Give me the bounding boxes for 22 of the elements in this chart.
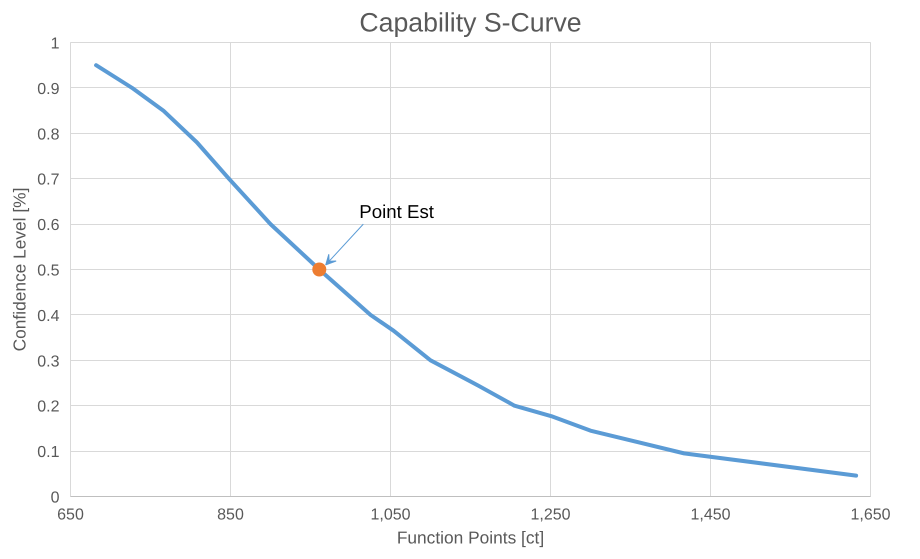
x-tick-label: 850 (217, 506, 244, 524)
y-tick-label: 0.4 (37, 308, 60, 325)
y-tick-label: 0.1 (37, 444, 60, 462)
x-axis-title: Function Points [ct] (396, 528, 544, 548)
x-tick-label: 1,650 (850, 506, 891, 524)
y-tick-label: 0.6 (37, 217, 60, 234)
x-tick-label: 1,450 (690, 506, 731, 524)
line-series (94, 63, 858, 478)
y-tick-label: 0.7 (37, 172, 60, 189)
x-tick-label: 650 (57, 506, 84, 524)
y-tick-label: 0 (50, 490, 60, 506)
y-tick-label: 0.2 (37, 398, 60, 416)
annotation: Point Est (359, 201, 435, 222)
x-tick-label: 1,250 (530, 506, 571, 524)
y-tick-label: 0.5 (37, 262, 60, 280)
y-tick-label: 0.8 (37, 126, 60, 144)
x-tick-label: 1,050 (370, 506, 411, 524)
y-axis-title: Confidence Level [%] (9, 188, 30, 352)
chart-title: Capability S-Curve (359, 8, 582, 38)
y-tick-label: 0.3 (37, 353, 60, 370)
y-tick-label: 0.9 (37, 80, 60, 98)
y-tick-label: 1 (50, 36, 60, 52)
